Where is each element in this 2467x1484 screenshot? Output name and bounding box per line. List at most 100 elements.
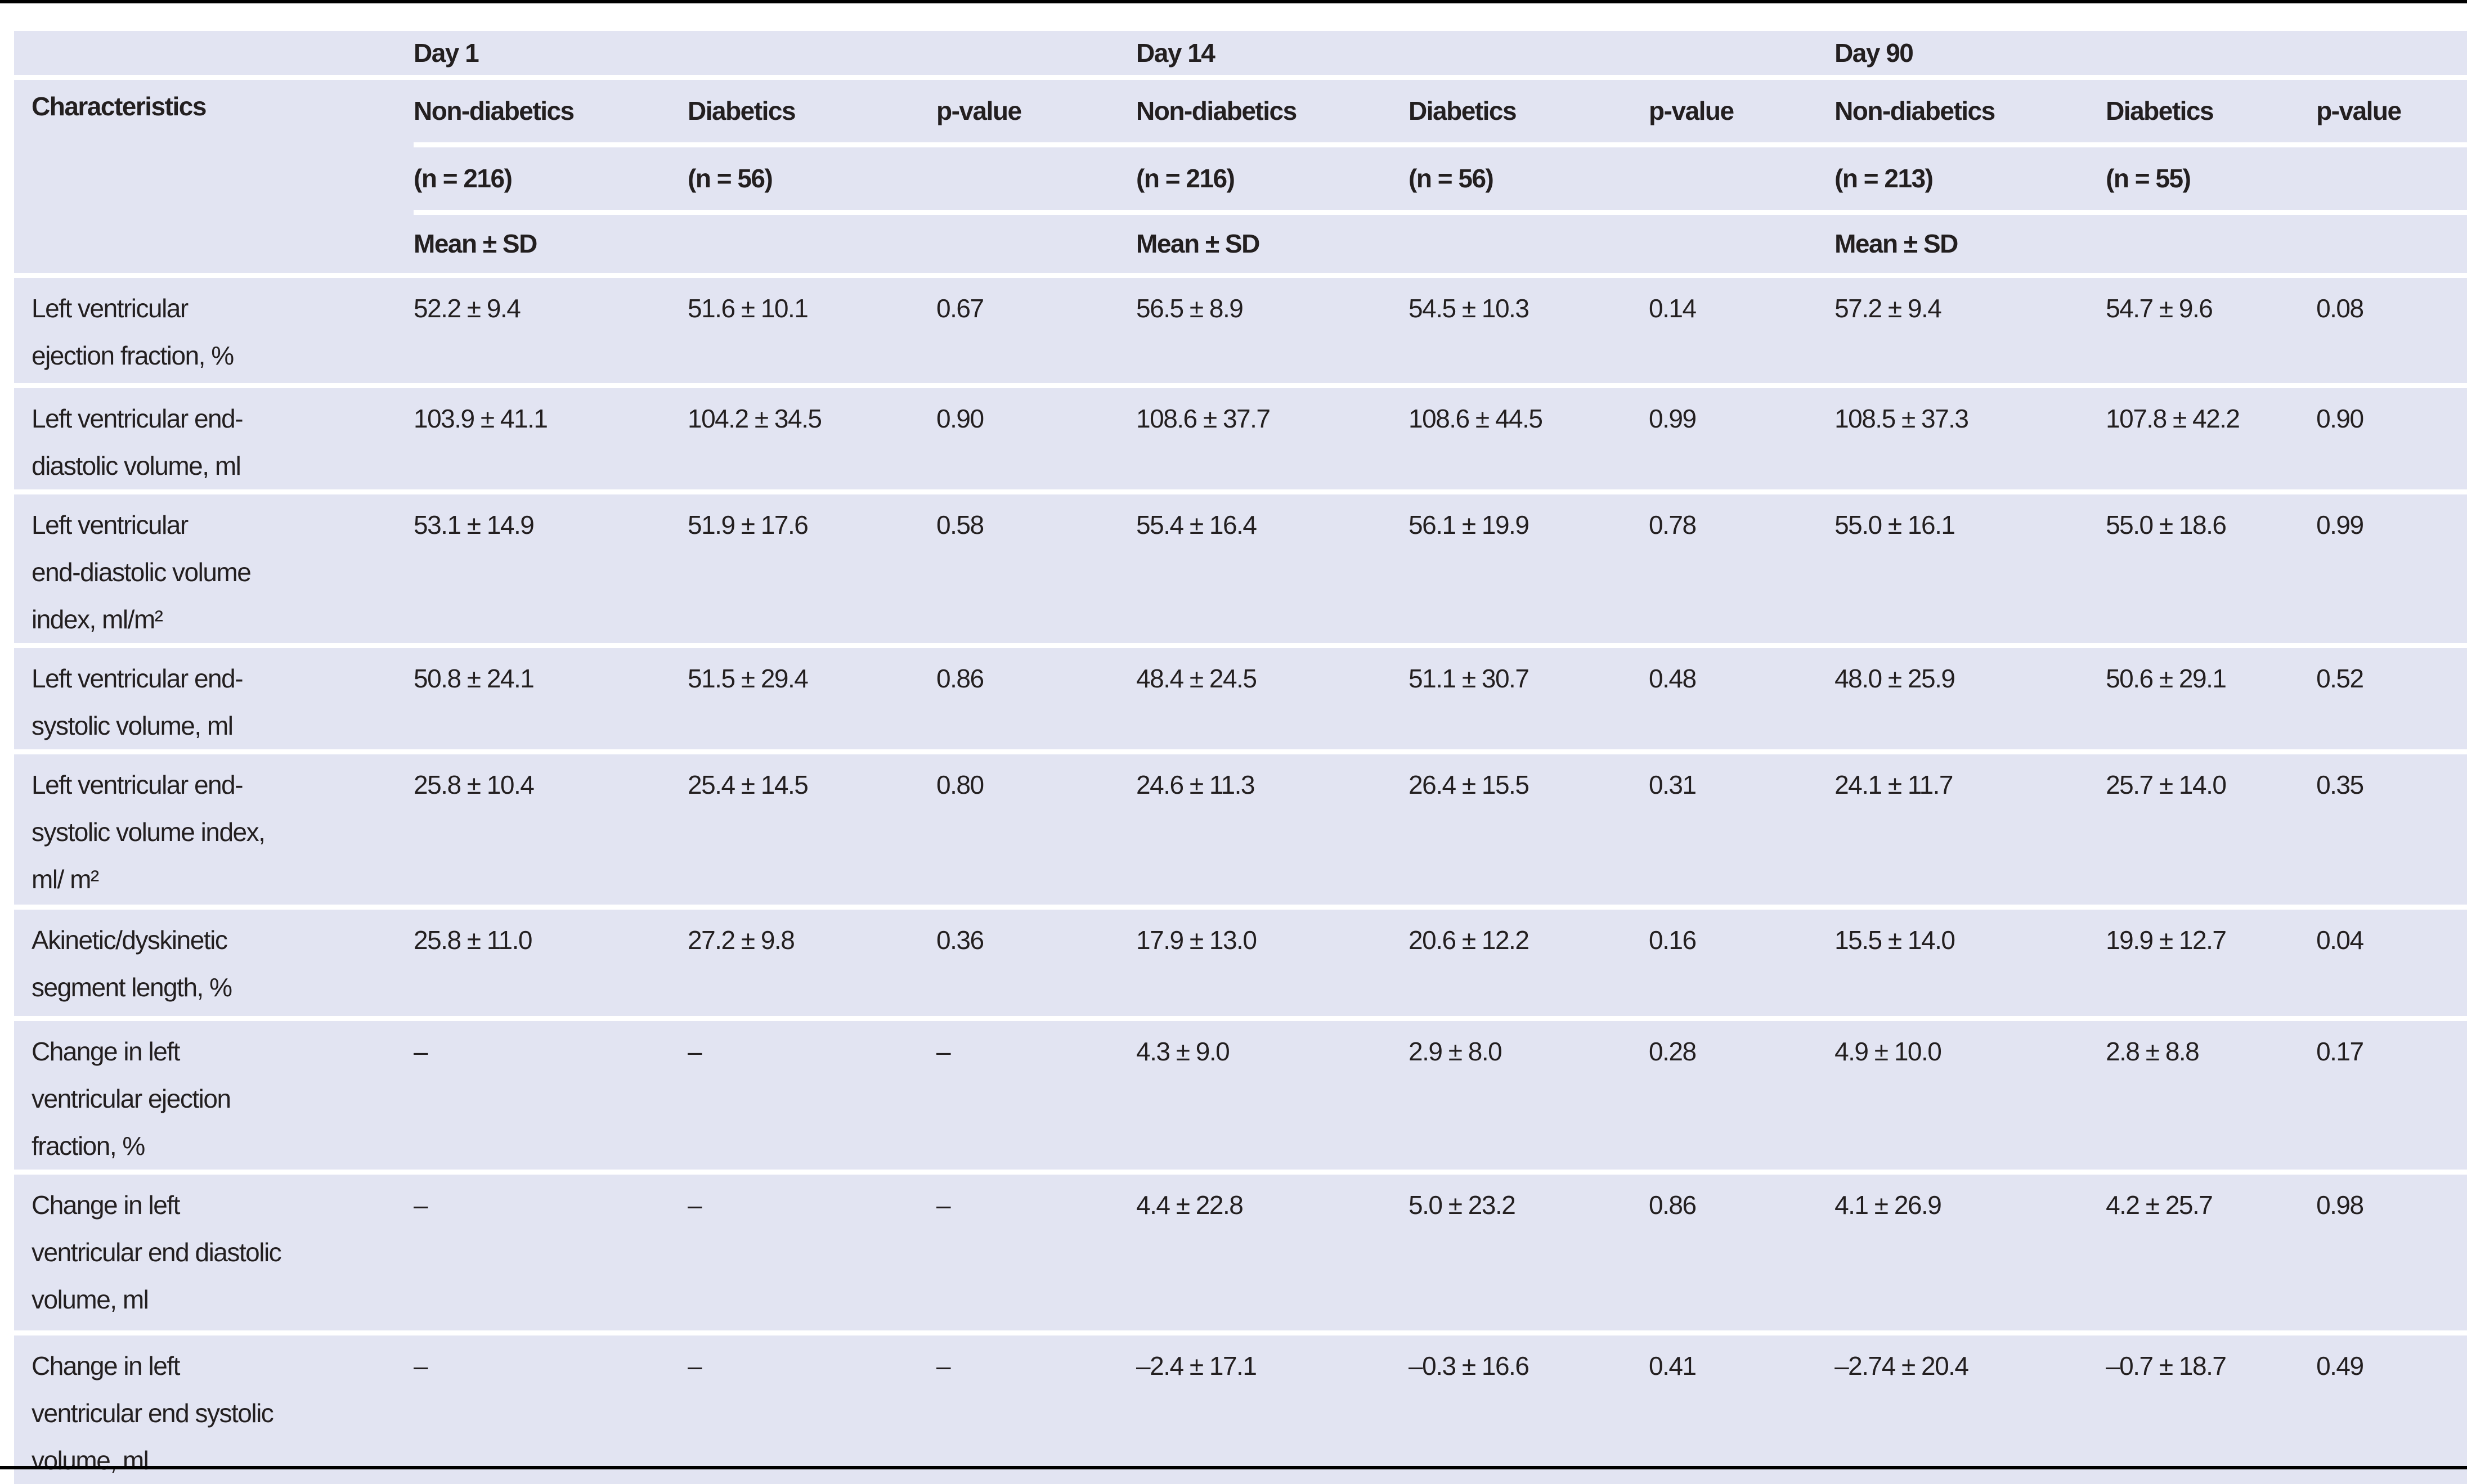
value-cell: 52.2 ± 9.4	[414, 275, 688, 388]
data-table: Day 1 Day 14 Day 90 Characteristics Non-…	[14, 31, 2467, 1484]
value-cell: 4.1 ± 26.9	[1834, 1172, 2106, 1335]
day1-nondiabetics-n: (n = 216)	[414, 145, 688, 215]
value-cell: 0.28	[1649, 1018, 1835, 1175]
value-cell: 55.0 ± 16.1	[1834, 492, 2106, 648]
row-label: Change in left ventricular ejection frac…	[14, 1018, 414, 1175]
value-cell: 51.5 ± 29.4	[688, 645, 936, 754]
value-cell: 48.4 ± 24.5	[1136, 645, 1409, 754]
value-cell: 55.4 ± 16.4	[1136, 492, 1409, 648]
value-cell: 48.0 ± 25.9	[1834, 645, 2106, 754]
value-cell: 27.2 ± 9.8	[688, 907, 936, 1021]
value-cell: 108.6 ± 44.5	[1409, 385, 1649, 494]
day1-nondiabetics-header: Non-diabetics	[414, 77, 688, 147]
row-label: Change in left ventricular end systolic …	[32, 1351, 274, 1475]
row-label: Left ventricular end- systolic volume, m…	[14, 645, 414, 754]
value-cell: –	[688, 1351, 702, 1380]
value-cell: 0.41	[1649, 1351, 1697, 1380]
value-cell: –0.3 ± 16.6	[1409, 1351, 1529, 1380]
value-cell: 53.1 ± 14.9	[414, 492, 688, 648]
value-cell: 0.80	[936, 752, 1137, 910]
value-cell: 56.1 ± 19.9	[1409, 492, 1649, 648]
value-cell: 4.9 ± 10.0	[1834, 1018, 2106, 1175]
value-cell: 55.0 ± 18.6	[2106, 492, 2317, 648]
value-cell: 0.58	[936, 492, 1137, 648]
day1-n-spacer	[936, 145, 1137, 215]
day1-mean-sd-label: Mean ± SD	[414, 212, 1137, 278]
value-cell: –	[414, 1351, 428, 1380]
value-cell: 15.5 ± 14.0	[1834, 907, 2106, 1021]
day14-nondiabetics-n: (n = 216)	[1136, 145, 1409, 215]
value-cell: 0.99	[1649, 385, 1835, 494]
row-label: Left ventricular end-diastolic volume in…	[14, 492, 414, 648]
value-cell: 56.5 ± 8.9	[1136, 275, 1409, 388]
value-cell: 0.08	[2316, 275, 2467, 388]
value-cell: 108.5 ± 37.3	[1834, 385, 2106, 494]
table-body: Left ventricular ejection fraction, % 52…	[14, 275, 2467, 1484]
value-cell: 107.8 ± 42.2	[2106, 385, 2317, 494]
value-cell: 0.90	[2316, 385, 2467, 494]
value-cell: 0.86	[1649, 1172, 1835, 1335]
day14-diabetics-n: (n = 56)	[1409, 145, 1649, 215]
value-cell: 0.67	[936, 275, 1137, 388]
day14-pvalue-header: p-value	[1649, 77, 1835, 147]
value-cell: 24.6 ± 11.3	[1136, 752, 1409, 910]
value-cell: 0.35	[2316, 752, 2467, 910]
value-cell: 25.8 ± 10.4	[414, 752, 688, 910]
value-cell: 26.4 ± 15.5	[1409, 752, 1649, 910]
value-cell: –2.74 ± 20.4	[1834, 1351, 1969, 1380]
day1-pvalue-header: p-value	[936, 77, 1137, 147]
value-cell: 0.98	[2316, 1172, 2467, 1335]
value-cell: 0.16	[1649, 907, 1835, 1021]
value-cell: 50.6 ± 29.1	[2106, 645, 2317, 754]
table-row: Change in left ventricular ejection frac…	[14, 1018, 2467, 1175]
value-cell: 0.14	[1649, 275, 1835, 388]
day1-header: Day 1	[414, 31, 1137, 80]
row-label: Left ventricular end- systolic volume in…	[14, 752, 414, 910]
value-cell: –	[688, 1172, 936, 1335]
table-row: Change in left ventricular end diastolic…	[14, 1172, 2467, 1335]
day14-nondiabetics-header: Non-diabetics	[1136, 77, 1409, 147]
value-cell: 51.9 ± 17.6	[688, 492, 936, 648]
value-cell: –	[414, 1172, 688, 1335]
day14-mean-sd-label: Mean ± SD	[1136, 212, 1835, 278]
value-cell: –	[936, 1172, 1137, 1335]
day90-pvalue-header: p-value	[2316, 77, 2467, 147]
day90-n-spacer	[2316, 145, 2467, 215]
value-cell: 25.7 ± 14.0	[2106, 752, 2317, 910]
day90-mean-sd-label: Mean ± SD	[1834, 212, 2467, 278]
value-cell: 51.6 ± 10.1	[688, 275, 936, 388]
value-cell: 24.1 ± 11.7	[1834, 752, 2106, 910]
day90-nondiabetics-n: (n = 213)	[1834, 145, 2106, 215]
day90-diabetics-n: (n = 55)	[2106, 145, 2317, 215]
day14-n-spacer	[1649, 145, 1835, 215]
value-cell: 19.9 ± 12.7	[2106, 907, 2317, 1021]
value-cell: 17.9 ± 13.0	[1136, 907, 1409, 1021]
value-cell: –	[936, 1351, 951, 1380]
row-label: Akinetic/dyskinetic segment length, %	[14, 907, 414, 1021]
value-cell: 0.52	[2316, 645, 2467, 754]
value-cell: 5.0 ± 23.2	[1409, 1172, 1649, 1335]
value-cell: 0.78	[1649, 492, 1835, 648]
row-label: Change in left ventricular end diastolic…	[14, 1172, 414, 1335]
day14-header: Day 14	[1136, 31, 1835, 80]
table-row: Left ventricular end- systolic volume, m…	[14, 645, 2467, 754]
value-cell: 4.4 ± 22.8	[1136, 1172, 1409, 1335]
value-cell: 104.2 ± 34.5	[688, 385, 936, 494]
day90-nondiabetics-header: Non-diabetics	[1834, 77, 2106, 147]
value-cell: 51.1 ± 30.7	[1409, 645, 1649, 754]
table-row: Left ventricular ejection fraction, % 52…	[14, 275, 2467, 388]
value-cell: 50.8 ± 24.1	[414, 645, 688, 754]
table-row: Change in left ventricular end systolic …	[14, 1333, 2467, 1484]
day1-diabetics-n: (n = 56)	[688, 145, 936, 215]
corner-cell	[14, 31, 414, 80]
day1-diabetics-header: Diabetics	[688, 77, 936, 147]
table-row: Left ventricular end- systolic volume in…	[14, 752, 2467, 910]
value-cell: –	[414, 1018, 688, 1175]
value-cell: 54.5 ± 10.3	[1409, 275, 1649, 388]
value-cell: 25.4 ± 14.5	[688, 752, 936, 910]
value-cell: 0.86	[936, 645, 1137, 754]
value-cell: 0.04	[2316, 907, 2467, 1021]
value-cell: 0.48	[1649, 645, 1835, 754]
day-header-row: Day 1 Day 14 Day 90	[14, 31, 2467, 80]
row-label: Left ventricular end- diastolic volume, …	[14, 385, 414, 494]
